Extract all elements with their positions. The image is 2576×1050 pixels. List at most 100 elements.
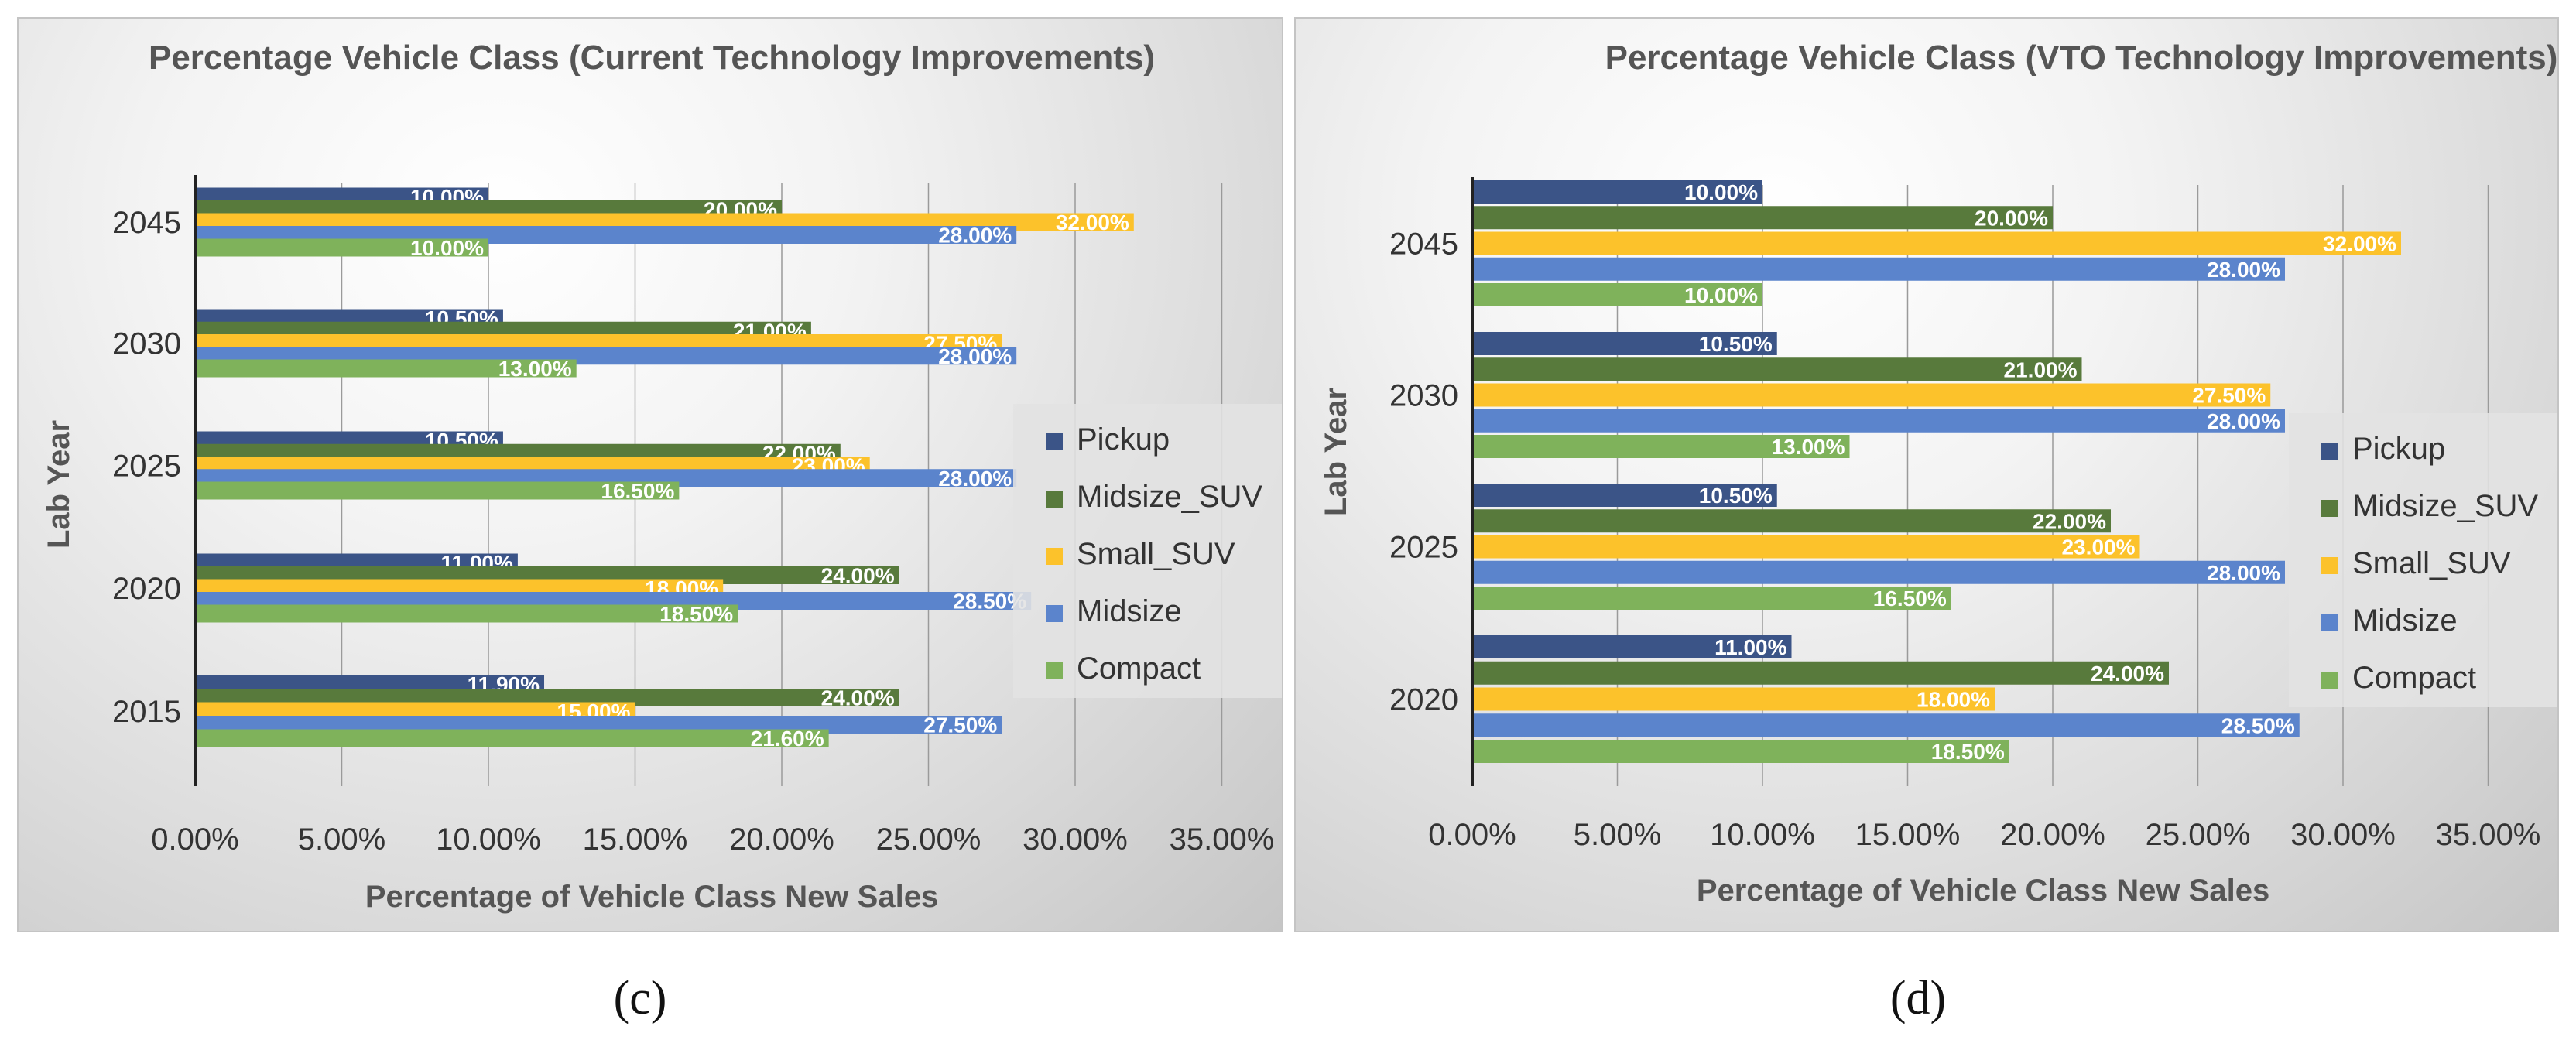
data-label: 21.00%: [2004, 357, 2078, 381]
x-tick-label: 35.00%: [1170, 823, 1275, 857]
data-label: 27.50%: [2192, 384, 2266, 408]
data-label: 18.50%: [659, 602, 733, 626]
legend-swatch-midsize-suv: [1046, 491, 1063, 508]
bar-pickup-2030: [1472, 332, 1777, 355]
data-label: 28.00%: [2207, 258, 2280, 282]
bar-small-suv-2045: [1472, 231, 2401, 255]
x-tick-label: 25.00%: [2146, 818, 2251, 852]
chart-c: Percentage Vehicle Class (Current Techno…: [42, 39, 1282, 914]
bar-compact-2030: [195, 359, 577, 378]
x-tick-label: 30.00%: [2290, 818, 2396, 852]
bar-compact-2025: [195, 481, 680, 500]
bar-compact-2025: [1472, 587, 1951, 610]
x-tick-label: 0.00%: [1428, 818, 1516, 852]
x-tick-label: 20.00%: [2000, 818, 2105, 852]
category-tick-label: 2020: [1389, 683, 1458, 717]
legend-label-midsize-suv: Midsize_SUV: [2352, 489, 2538, 523]
data-label: 32.00%: [1056, 210, 1129, 234]
legend-label-midsize: Midsize: [1077, 594, 1182, 628]
chart-title: Percentage Vehicle Class (Current Techno…: [149, 39, 1155, 77]
data-label: 32.00%: [2323, 232, 2396, 256]
bar-pickup-2025: [1472, 484, 1777, 507]
legend-swatch-midsize: [2321, 614, 2338, 631]
category-tick-label: 2015: [112, 695, 181, 729]
data-label: 23.00%: [2062, 535, 2136, 559]
category-tick-label: 2025: [112, 450, 181, 484]
x-tick-label: 15.00%: [1855, 818, 1961, 852]
legend-swatch-pickup: [2321, 443, 2338, 460]
chart-panel-c: Percentage Vehicle Class (Current Techno…: [17, 17, 1283, 932]
data-label: 10.00%: [1684, 180, 1758, 204]
bar-midsize-2015: [195, 716, 1002, 734]
x-axis-title: Percentage of Vehicle Class New Sales: [365, 880, 938, 914]
bar-pickup-2045: [1472, 180, 1762, 204]
data-label: 28.00%: [2207, 561, 2280, 585]
legend-label-compact: Compact: [2352, 661, 2476, 695]
bar-midsize-suv-2045: [1472, 206, 2053, 230]
bar-small-suv-2025: [1472, 535, 2140, 559]
legend-swatch-pickup: [1046, 433, 1063, 450]
legend-label-midsize: Midsize: [2352, 604, 2458, 638]
legend-label-midsize-suv: Midsize_SUV: [1077, 480, 1262, 514]
chart-panel-d: Percentage Vehicle Class (VTO Technology…: [1294, 17, 2559, 932]
data-label: 21.60%: [751, 727, 824, 751]
legend-label-pickup: Pickup: [1077, 422, 1170, 457]
data-label: 27.50%: [923, 713, 997, 737]
x-axis-title: Percentage of Vehicle Class New Sales: [1697, 874, 2269, 908]
x-tick-label: 5.00%: [298, 823, 385, 857]
legend-swatch-small-suv: [2321, 557, 2338, 574]
y-axis-title: Lab Year: [1319, 388, 1353, 516]
category-tick-label: 2030: [112, 327, 181, 361]
legend-label-pickup: Pickup: [2352, 432, 2445, 466]
data-label: 24.00%: [2091, 662, 2164, 686]
legend-swatch-midsize: [1046, 605, 1063, 622]
bar-midsize-suv-2025: [1472, 509, 2111, 533]
y-axis-title: Lab Year: [42, 420, 76, 549]
data-label: 16.50%: [601, 479, 674, 503]
bar-pickup-2020: [1472, 635, 1792, 658]
category-tick-label: 2030: [1389, 379, 1458, 413]
bar-compact-2020: [195, 604, 738, 623]
data-label: 28.00%: [938, 467, 1012, 491]
bar-compact-2045: [1472, 283, 1762, 306]
caption-d: (d): [1889, 972, 1947, 1024]
bar-midsize-suv-2020: [1472, 661, 2169, 685]
bar-midsize-2030: [1472, 409, 2285, 433]
bar-midsize-2020: [1472, 713, 2300, 737]
data-label: 22.00%: [2033, 509, 2106, 533]
data-label: 28.00%: [2207, 409, 2280, 433]
bar-pickup-2015: [195, 675, 545, 693]
data-label: 18.50%: [1931, 740, 2005, 764]
data-label: 28.00%: [938, 344, 1012, 368]
bar-small-suv-2015: [195, 702, 635, 720]
x-tick-label: 30.00%: [1023, 823, 1128, 857]
legend-swatch-small-suv: [1046, 548, 1063, 565]
data-label: 20.00%: [1975, 206, 2048, 230]
legend-swatch-compact: [1046, 662, 1063, 679]
data-label: 28.00%: [938, 224, 1012, 248]
x-tick-label: 10.00%: [1710, 818, 1815, 852]
bar-midsize-2025: [1472, 560, 2285, 584]
bar-compact-2045: [195, 238, 488, 257]
data-label: 24.00%: [821, 686, 895, 710]
x-tick-label: 10.00%: [436, 823, 541, 857]
bar-small-suv-2020: [1472, 687, 1995, 711]
x-tick-label: 5.00%: [1574, 818, 1661, 852]
bar-midsize-2045: [1472, 257, 2285, 281]
bar-midsize-suv-2015: [195, 689, 899, 706]
chart-title: Percentage Vehicle Class (VTO Technology…: [1605, 39, 2557, 77]
data-label: 28.50%: [2221, 713, 2295, 737]
data-label: 10.50%: [1699, 484, 1773, 508]
legend-swatch-compact: [2321, 672, 2338, 689]
chart-d: Percentage Vehicle Class (VTO Technology…: [1319, 39, 2557, 908]
category-tick-label: 2020: [112, 572, 181, 606]
x-tick-label: 25.00%: [876, 823, 981, 857]
bar-compact-2015: [195, 729, 829, 747]
bar-midsize-suv-2030: [1472, 357, 2082, 381]
data-label: 24.00%: [821, 564, 895, 588]
legend-label-small-suv: Small_SUV: [2352, 546, 2511, 580]
category-tick-label: 2025: [1389, 531, 1458, 565]
legend-swatch-midsize-suv: [2321, 500, 2338, 517]
x-tick-label: 35.00%: [2436, 818, 2541, 852]
bar-small-suv-2030: [1472, 383, 2271, 407]
